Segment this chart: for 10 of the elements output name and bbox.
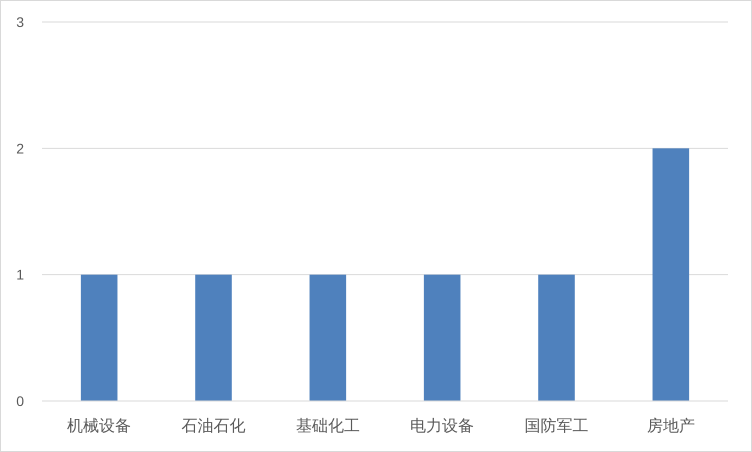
x-tick-label: 机械设备 [67, 417, 132, 435]
y-tick-label: 2 [16, 140, 24, 156]
x-tick-label: 国防军工 [524, 417, 588, 435]
x-tick-label: 基础化工 [296, 417, 360, 435]
y-tick-label: 3 [16, 14, 24, 30]
x-tick-label: 电力设备 [410, 417, 474, 435]
y-tick-label: 0 [16, 393, 24, 409]
y-tick-label: 1 [16, 266, 24, 283]
x-tick-label: 房地产 [646, 417, 695, 435]
x-tick-label: 石油石化 [182, 417, 246, 435]
